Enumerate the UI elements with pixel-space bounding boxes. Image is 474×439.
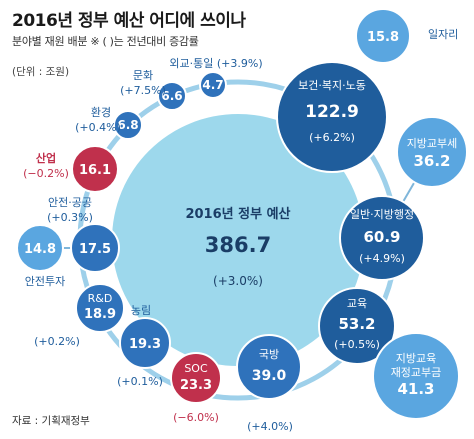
category-bubble (75, 283, 125, 333)
bubble-1: 60.9 일반·지방행정 (+4.9%) (339, 195, 425, 281)
related-name-line1: 지방교육 (396, 352, 436, 365)
category-change: (+7.5%) (120, 84, 166, 97)
category-value: 16.1 (79, 163, 111, 178)
category-bubble (71, 145, 119, 193)
category-name: 보건·복지·노동 (298, 79, 366, 92)
total-change: (+3.0%) (213, 274, 263, 288)
category-bubble (170, 352, 222, 404)
category-value: 23.3 (180, 378, 212, 393)
category-bubble (157, 81, 187, 111)
category-change: (+4.0%) (247, 420, 293, 433)
category-value: 39.0 (252, 368, 287, 384)
total-value: 386.7 (205, 233, 271, 257)
category-value: 4.7 (202, 78, 223, 92)
category-change: (+0.4%) (75, 121, 121, 134)
category-bubble (70, 223, 120, 273)
category-change: (+0.3%) (47, 211, 93, 224)
related-value: 41.3 (397, 380, 434, 398)
category-bubble (113, 110, 143, 140)
category-name: 교육 (347, 297, 367, 310)
category-value: 18.9 (84, 307, 116, 322)
bubble-2: 53.2 교육 (+0.5%) (318, 287, 396, 365)
related-bubble (372, 332, 460, 420)
related-value: 14.8 (24, 242, 56, 257)
category-bubble (236, 334, 302, 400)
chart-title: 2016년 정부 예산 어디에 쓰이나 (12, 11, 246, 31)
category-name: SOC (184, 362, 208, 375)
source-label: 자료 : 기획재정부 (12, 415, 90, 427)
category-value: 6.8 (117, 118, 138, 132)
related-name: 지방교부세 (407, 137, 458, 150)
bubble-8: 16.1 산업 (−0.2%) (23, 145, 119, 193)
chart-subtitle: 분야별 재원 배분 ※ ( )는 전년대비 증감률 (12, 35, 199, 48)
total-label: 2016년 정부 예산 (185, 206, 290, 222)
category-name: 일반·지방행정 (350, 207, 414, 221)
category-bubble (339, 195, 425, 281)
category-value: 19.3 (129, 337, 161, 352)
category-value: 17.5 (79, 242, 111, 257)
bubble-6: 18.9 R&D (+0.2%) (34, 283, 125, 348)
category-value: 53.2 (338, 315, 375, 333)
related-bubble (16, 224, 64, 272)
bubble-7: 17.5 안전·공공 (+0.3%) (47, 196, 120, 273)
related-bubble-0: 15.8 일자리 (355, 8, 458, 64)
category-value: 6.6 (161, 89, 182, 103)
bubble-9: 6.8 환경 (+0.4%) (75, 106, 143, 140)
unit-label: (단위 : 조원) (12, 66, 70, 78)
category-name: 문화 (133, 69, 153, 82)
category-change: (+0.2%) (34, 335, 80, 348)
category-name: 산업 (36, 151, 56, 165)
category-bubble (276, 61, 388, 173)
related-name: 안전투자 (25, 275, 65, 288)
total-budget-bubble (112, 114, 364, 366)
category-change: (−0.2%) (23, 167, 69, 180)
bubble-0: 122.9 보건·복지·노동 (+6.2%) (276, 61, 388, 173)
category-change: (−6.0%) (173, 411, 219, 424)
category-bubble (119, 317, 171, 369)
category-change: (+0.1%) (117, 375, 163, 388)
category-value: 60.9 (363, 228, 400, 246)
category-name: 농림 (131, 304, 151, 317)
category-name: 국방 (259, 348, 279, 361)
category-name: R&D (88, 292, 113, 305)
category-change: (+6.2%) (309, 131, 355, 144)
category-bubble (318, 287, 396, 365)
category-bubble (199, 71, 227, 99)
related-name: 일자리 (428, 27, 458, 41)
bubble-4: 23.3 SOC (−6.0%) (170, 352, 222, 424)
bubble-10: 6.6 문화 (+7.5%) (120, 69, 187, 111)
category-change: (+0.5%) (334, 338, 380, 351)
category-name: 안전·공공 (48, 196, 92, 209)
related-bubble (396, 116, 468, 188)
category-value: 122.9 (305, 102, 359, 122)
related-value: 36.2 (413, 152, 450, 170)
bubble-11: 4.7 외교·통일 (+3.9%) (169, 56, 263, 99)
related-bubble (355, 8, 411, 64)
bubble-5: 19.3 농림 (+0.1%) (117, 304, 171, 388)
category-name: 환경 (91, 106, 111, 119)
category-name: 외교·통일 (+3.9%) (169, 56, 262, 70)
related-name-line2: 재정교부금 (391, 366, 442, 379)
related-bubble-3: 14.8 안전투자 (16, 224, 65, 288)
bubble-3: 39.0 국방 (+4.0%) (236, 334, 302, 433)
related-bubble-1: 지방교부세 36.2 (396, 116, 468, 188)
category-change: (+4.9%) (359, 252, 405, 265)
related-value: 15.8 (367, 30, 399, 45)
